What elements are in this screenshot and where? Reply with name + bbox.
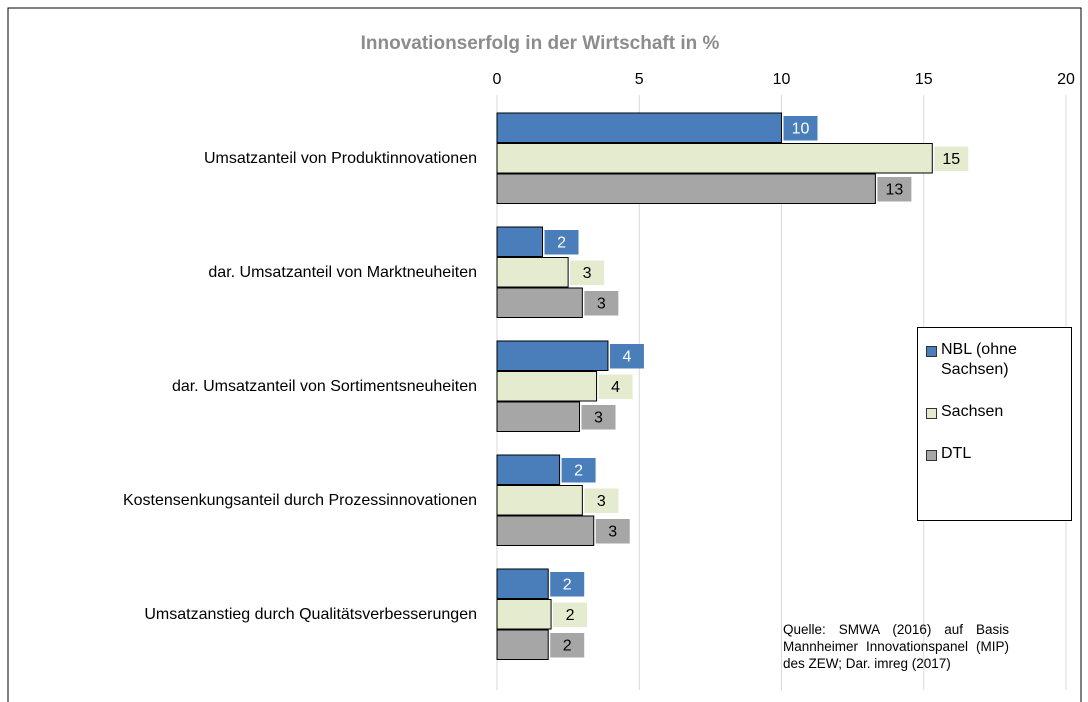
y-tick-label: Kostensenkungsanteil durch Prozessinnova… bbox=[123, 492, 477, 509]
data-label: 3 bbox=[608, 523, 617, 540]
legend-swatch bbox=[926, 408, 937, 419]
source-note: Quelle: SMWA (2016) auf Basis Mannheimer… bbox=[783, 622, 1009, 671]
data-label: 2 bbox=[574, 462, 583, 479]
frame bbox=[7, 7, 1082, 702]
bar bbox=[496, 454, 561, 485]
data-label: 2 bbox=[563, 637, 572, 654]
data-label: 4 bbox=[611, 379, 620, 396]
data-label-bg bbox=[581, 405, 616, 430]
bar bbox=[496, 515, 595, 546]
data-label: 3 bbox=[597, 493, 606, 510]
data-label-bg bbox=[877, 177, 912, 202]
x-tick-label: 20 bbox=[1057, 71, 1075, 88]
legend-item: NBL (ohne Sachsen) bbox=[926, 340, 1063, 380]
legend-label: Sachsen bbox=[941, 403, 1004, 420]
bar bbox=[496, 599, 552, 630]
bar bbox=[496, 485, 583, 516]
data-label: 3 bbox=[597, 295, 606, 312]
data-label: 3 bbox=[583, 265, 592, 282]
chart-title: Innovationserfolg in der Wirtschaft in % bbox=[361, 33, 720, 54]
data-label-bg bbox=[584, 488, 619, 513]
bar bbox=[496, 257, 569, 288]
data-label-bg bbox=[609, 344, 644, 369]
x-tick-label: 15 bbox=[915, 71, 933, 88]
legend-item: DTL bbox=[926, 444, 1063, 464]
data-label: 4 bbox=[623, 348, 632, 365]
legend-swatch bbox=[926, 450, 937, 461]
data-label: 2 bbox=[566, 607, 575, 624]
bar bbox=[496, 173, 876, 204]
x-tick-label: 10 bbox=[773, 71, 791, 88]
data-label-bg bbox=[550, 572, 585, 597]
data-label-bg bbox=[550, 633, 585, 658]
x-tick-label: 0 bbox=[493, 71, 502, 88]
legend: NBL (ohne Sachsen) Sachsen DTL bbox=[917, 327, 1072, 521]
data-label: 15 bbox=[942, 151, 960, 168]
data-label-bg bbox=[570, 260, 605, 285]
bar bbox=[496, 287, 583, 318]
legend-label: NBL (ohne Sachsen) bbox=[941, 341, 1017, 378]
bar bbox=[496, 401, 581, 432]
bar bbox=[496, 340, 609, 371]
data-label-bg bbox=[561, 458, 596, 483]
legend-item: Sachsen bbox=[926, 402, 1063, 422]
bar bbox=[496, 568, 549, 599]
y-tick-label: dar. Umsatzanteil von Marktneuheiten bbox=[208, 264, 477, 281]
data-label-bg bbox=[595, 519, 630, 544]
y-tick-label: dar. Umsatzanteil von Sortimentsneuheite… bbox=[172, 378, 477, 395]
legend-swatch bbox=[926, 346, 937, 357]
data-label-bg bbox=[934, 146, 969, 171]
bar bbox=[496, 143, 933, 174]
bar bbox=[496, 629, 549, 660]
data-label-bg bbox=[584, 291, 619, 316]
bar bbox=[496, 371, 598, 402]
data-label: 10 bbox=[792, 120, 810, 137]
data-label: 3 bbox=[594, 409, 603, 426]
data-label: 13 bbox=[885, 181, 903, 198]
x-tick-label: 5 bbox=[635, 71, 644, 88]
data-label-bg bbox=[553, 602, 588, 627]
data-label: 2 bbox=[557, 234, 566, 251]
y-tick-label: Umsatzanteil von Produktinnovationen bbox=[204, 150, 477, 167]
data-label-bg bbox=[783, 116, 818, 141]
data-label-bg bbox=[598, 374, 633, 399]
legend-label: DTL bbox=[941, 445, 972, 462]
y-tick-label: Umsatzanstieg durch Qualitätsverbesserun… bbox=[144, 606, 477, 623]
bar bbox=[496, 226, 544, 257]
data-label: 2 bbox=[563, 576, 572, 593]
bar bbox=[496, 112, 782, 143]
data-label-bg bbox=[544, 230, 579, 255]
